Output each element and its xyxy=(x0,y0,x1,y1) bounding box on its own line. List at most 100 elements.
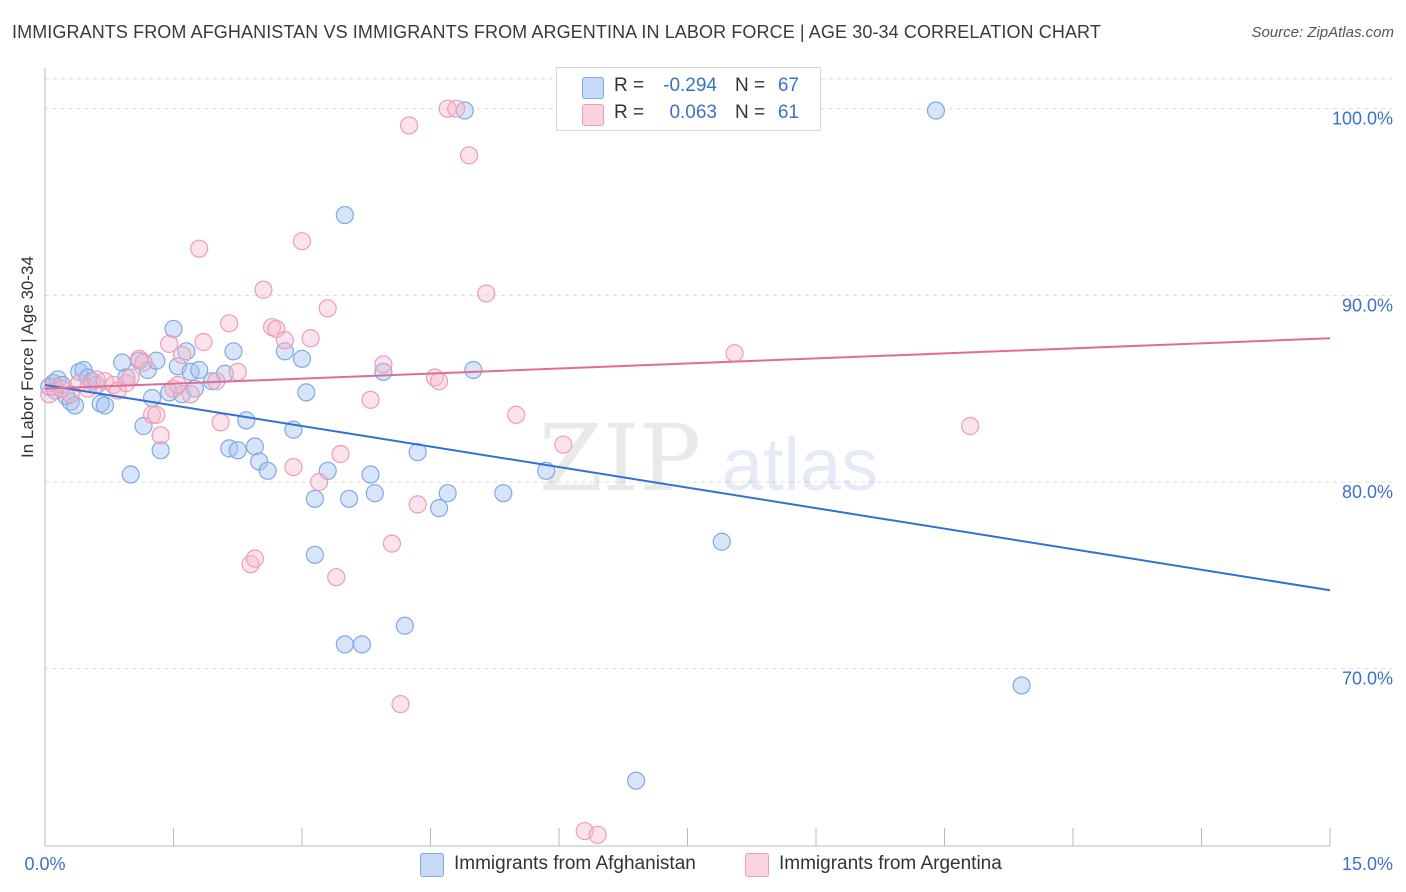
argentina-point xyxy=(151,426,170,445)
watermark-zip: ZIP xyxy=(539,405,701,512)
afghanistan-point xyxy=(121,465,140,484)
afghanistan-point xyxy=(297,383,316,402)
argentina-point xyxy=(310,472,329,492)
afghanistan-point xyxy=(429,499,449,518)
y-tick-label: 70.0% xyxy=(1342,669,1393,689)
argentina-point xyxy=(301,329,320,348)
afghanistan-point xyxy=(305,545,324,564)
afghanistan-point xyxy=(305,489,324,508)
argentina-point xyxy=(228,362,247,381)
argentina-point xyxy=(168,375,187,395)
afghanistan-point xyxy=(626,771,646,790)
afghanistan-point xyxy=(395,616,414,635)
x-tick-label-min: 0.0% xyxy=(24,854,65,874)
afghanistan-point xyxy=(1012,676,1031,695)
argentina-point xyxy=(725,344,744,363)
afghanistan-trend-line xyxy=(44,383,1331,592)
argentina-point xyxy=(447,99,466,118)
afghanistan-point xyxy=(65,396,85,415)
afghanistan-point xyxy=(335,635,354,654)
argentina-point xyxy=(220,314,239,333)
argentina-point xyxy=(382,534,402,553)
argentina-point xyxy=(327,568,346,587)
y-tick-label: 80.0% xyxy=(1342,482,1393,502)
x-tick-label-max: 15.0% xyxy=(1342,854,1393,874)
argentina-point xyxy=(961,416,980,436)
r-label: R = xyxy=(614,102,645,123)
afghanistan-point xyxy=(224,342,243,361)
argentina-point xyxy=(147,405,166,424)
argentina-point xyxy=(254,280,273,299)
afghanistan-point xyxy=(352,635,372,654)
argentina-point xyxy=(374,355,393,374)
afghanistan-point xyxy=(190,360,209,380)
afghanistan-point xyxy=(335,205,354,225)
source-credit: Source: ZipAtlas.com xyxy=(1251,24,1394,41)
afghanistan-point xyxy=(464,360,483,380)
afghanistan-point xyxy=(151,441,170,460)
legend-label-afghanistan: Immigrants from Afghanistan xyxy=(454,853,696,874)
afghanistan-point xyxy=(258,461,277,480)
r-label: R = xyxy=(614,75,645,96)
afghanistan-point xyxy=(365,484,384,503)
argentina-point xyxy=(134,353,153,372)
axes xyxy=(44,68,1331,847)
n-label: N = xyxy=(735,75,766,96)
legend-swatch-afghanistan xyxy=(420,853,444,877)
afghanistan-point xyxy=(245,437,264,456)
afghanistan-point xyxy=(438,484,457,503)
argentina-point xyxy=(160,334,179,353)
afghanistan-point xyxy=(292,349,312,368)
afghanistan-point xyxy=(712,532,731,551)
afghanistan-point xyxy=(494,484,513,503)
grid-lines xyxy=(45,78,1392,670)
argentina-point xyxy=(121,368,140,387)
argentina-point xyxy=(292,232,312,251)
argentina-point xyxy=(194,332,213,352)
stats-swatch-argentina xyxy=(582,104,604,126)
stats-row-afghanistan: R = -0.294 N = 67 xyxy=(557,73,820,101)
argentina-point xyxy=(391,695,410,714)
argentina-point xyxy=(459,146,479,165)
correlation-stats-box: R = -0.294 N = 67 R = 0.063 N = 61 xyxy=(556,67,821,131)
afghanistan-point xyxy=(926,101,946,120)
afghanistan-point xyxy=(340,489,359,508)
legend-label-argentina: Immigrants from Argentina xyxy=(779,853,1002,874)
y-axis-label: In Labor Force | Age 30-34 xyxy=(18,256,37,458)
argentina-point xyxy=(361,390,380,409)
argentina-point xyxy=(190,239,209,258)
trend-lines xyxy=(44,337,1331,592)
argentina-point xyxy=(408,495,427,514)
argentina-point xyxy=(477,284,496,303)
series-afghanistan-points xyxy=(40,101,1031,790)
argentina-point xyxy=(275,331,294,350)
argentina-point xyxy=(172,345,192,365)
argentina-trend-line xyxy=(44,337,1331,390)
y-tick-label: 100.0% xyxy=(1332,109,1393,129)
afghanistan-point xyxy=(361,465,380,484)
argentina-point xyxy=(181,385,200,404)
argentina-point xyxy=(284,457,303,477)
afghanistan-point xyxy=(164,319,183,339)
argentina-point xyxy=(554,435,573,454)
n-value: 61 xyxy=(777,102,799,123)
argentina-point xyxy=(429,372,449,391)
argentina-point xyxy=(331,444,350,464)
afghanistan-point xyxy=(228,441,247,460)
afghanistan-point xyxy=(95,396,115,415)
argentina-point xyxy=(588,825,607,844)
argentina-point xyxy=(318,299,337,318)
afghanistan-point xyxy=(112,353,132,372)
argentina-point xyxy=(507,405,526,424)
watermark-atlas: atlas xyxy=(722,423,878,506)
argentina-point xyxy=(142,405,162,424)
tick-labels: 70.0% 80.0% 90.0% 100.0% 0.0% 15.0% xyxy=(24,109,1393,874)
watermark: ZIP atlas xyxy=(539,405,878,512)
n-label: N = xyxy=(735,102,766,123)
afghanistan-point xyxy=(237,411,256,430)
argentina-point xyxy=(245,549,264,568)
chart-title: IMMIGRANTS FROM AFGHANISTAN VS IMMIGRANT… xyxy=(12,22,1101,42)
y-tick-label: 90.0% xyxy=(1342,295,1393,315)
r-value: -0.294 xyxy=(663,75,717,96)
